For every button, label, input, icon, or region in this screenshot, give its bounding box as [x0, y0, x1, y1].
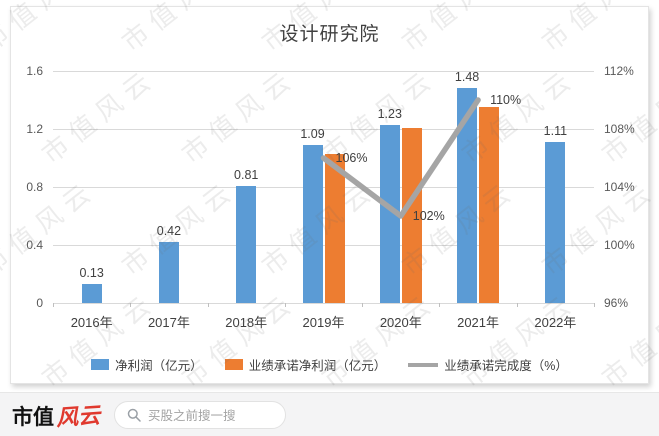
completion-line — [320, 97, 481, 219]
bar-net-profit-2016年 — [81, 284, 102, 303]
x-axis-label: 2019年 — [302, 315, 345, 330]
logo-text-shizhi: 市值 — [12, 405, 54, 429]
axis-tick — [53, 303, 54, 307]
gridline — [53, 187, 594, 188]
bar-net-profit-2019年 — [302, 144, 323, 303]
bar-net-profit-2020年 — [379, 124, 400, 303]
bar-value-label: 1.11 — [543, 124, 568, 139]
bar-net-profit-2022年 — [545, 142, 566, 303]
right-axis-tick: 112% — [604, 64, 634, 78]
legend-label: 业绩承诺净利润（亿元） — [248, 359, 387, 373]
legend-bar-marker — [224, 359, 243, 370]
left-axis-tick: 0.8 — [26, 180, 43, 194]
right-axis-tick: 108% — [604, 122, 635, 136]
x-axis-label: 2020年 — [379, 315, 422, 330]
axis-tick — [439, 303, 441, 307]
x-axis-label: 2022年 — [534, 315, 577, 330]
legend-bar-marker — [91, 359, 110, 370]
left-axis-tick: 1.2 — [26, 122, 43, 136]
gridline — [53, 303, 594, 304]
left-axis-tick: 0 — [36, 296, 43, 310]
x-axis-label: 2018年 — [225, 315, 268, 330]
right-axis: 112% 108% 104% 100% 96% — [602, 64, 648, 310]
legend: 净利润（亿元） 业绩承诺净利润（亿元） 业绩承诺完成度（%） — [11, 355, 648, 374]
right-axis-tick: 104% — [604, 180, 635, 194]
bar-value-label: 1.48 — [454, 70, 480, 85]
plot-area: 0.13 0.42 0.81 1.09 1.23 1.48 1.11 106% 102% 110% — [53, 70, 595, 307]
logo-text-fengyun: 风云 — [55, 401, 101, 431]
x-axis-label: 2017年 — [147, 315, 190, 330]
left-axis: 1.6 1.2 0.8 0.4 0 — [11, 64, 47, 310]
chart-title: 设计研究院 — [279, 24, 380, 45]
line-value-label: 102% — [412, 209, 445, 223]
axis-tick — [362, 303, 364, 307]
axis-tick — [130, 303, 132, 307]
gridline — [53, 129, 594, 130]
bar-value-label: 0.81 — [234, 167, 259, 182]
bar-value-label: 1.09 — [300, 126, 325, 141]
bar-net-profit-2021年 — [457, 88, 478, 303]
left-axis-tick: 0.4 — [26, 238, 43, 252]
axis-tick — [207, 303, 209, 307]
left-axis-tick: 1.6 — [26, 64, 43, 78]
search-box[interactable]: 买股之前搜一搜 — [114, 400, 287, 429]
legend-item-0: 净利润（亿元） — [91, 355, 203, 374]
line-value-label: 110% — [490, 93, 522, 107]
bar-value-label: 1.23 — [377, 106, 402, 121]
legend-label: 业绩承诺完成度（%） — [444, 359, 568, 373]
chart-card: 设计研究院 0.13 0.42 0.81 1.09 1.23 1.48 1.11 106% 10… — [10, 6, 649, 384]
bar-commitment-2019年 — [324, 153, 345, 303]
x-axis-label: 2016年 — [70, 315, 113, 330]
right-axis-tick: 96% — [604, 296, 629, 310]
gridline — [53, 245, 594, 246]
brand-logo: 市值 风云 — [12, 399, 101, 431]
bar-value-label: 0.13 — [79, 266, 104, 281]
legend-item-1: 业绩承诺净利润（亿元） — [224, 355, 387, 374]
x-axis: 2016年 2017年 2018年 2019年 2020年 2021年 2022年 — [53, 312, 594, 330]
search-icon — [127, 408, 141, 422]
gridline — [53, 71, 594, 72]
axis-tick — [594, 303, 595, 307]
bar-net-profit-2017年 — [158, 242, 179, 303]
legend-item-2: 业绩承诺完成度（%） — [408, 355, 568, 374]
legend-line-marker — [408, 362, 439, 367]
axis-tick — [516, 303, 518, 307]
x-axis-label: 2021年 — [457, 315, 500, 330]
right-axis-tick: 100% — [604, 238, 635, 252]
footer-bar: 市值 风云 买股之前搜一搜 — [0, 392, 659, 436]
line-value-label: 106% — [335, 151, 368, 165]
bar-value-label: 0.42 — [156, 224, 182, 239]
bar-commitment-2021年 — [479, 107, 500, 303]
search-placeholder: 买股之前搜一搜 — [148, 409, 236, 423]
bar-net-profit-2018年 — [236, 185, 257, 303]
legend-label: 净利润（亿元） — [115, 359, 203, 373]
axis-tick — [284, 303, 286, 307]
bar-commitment-2020年 — [401, 127, 422, 303]
